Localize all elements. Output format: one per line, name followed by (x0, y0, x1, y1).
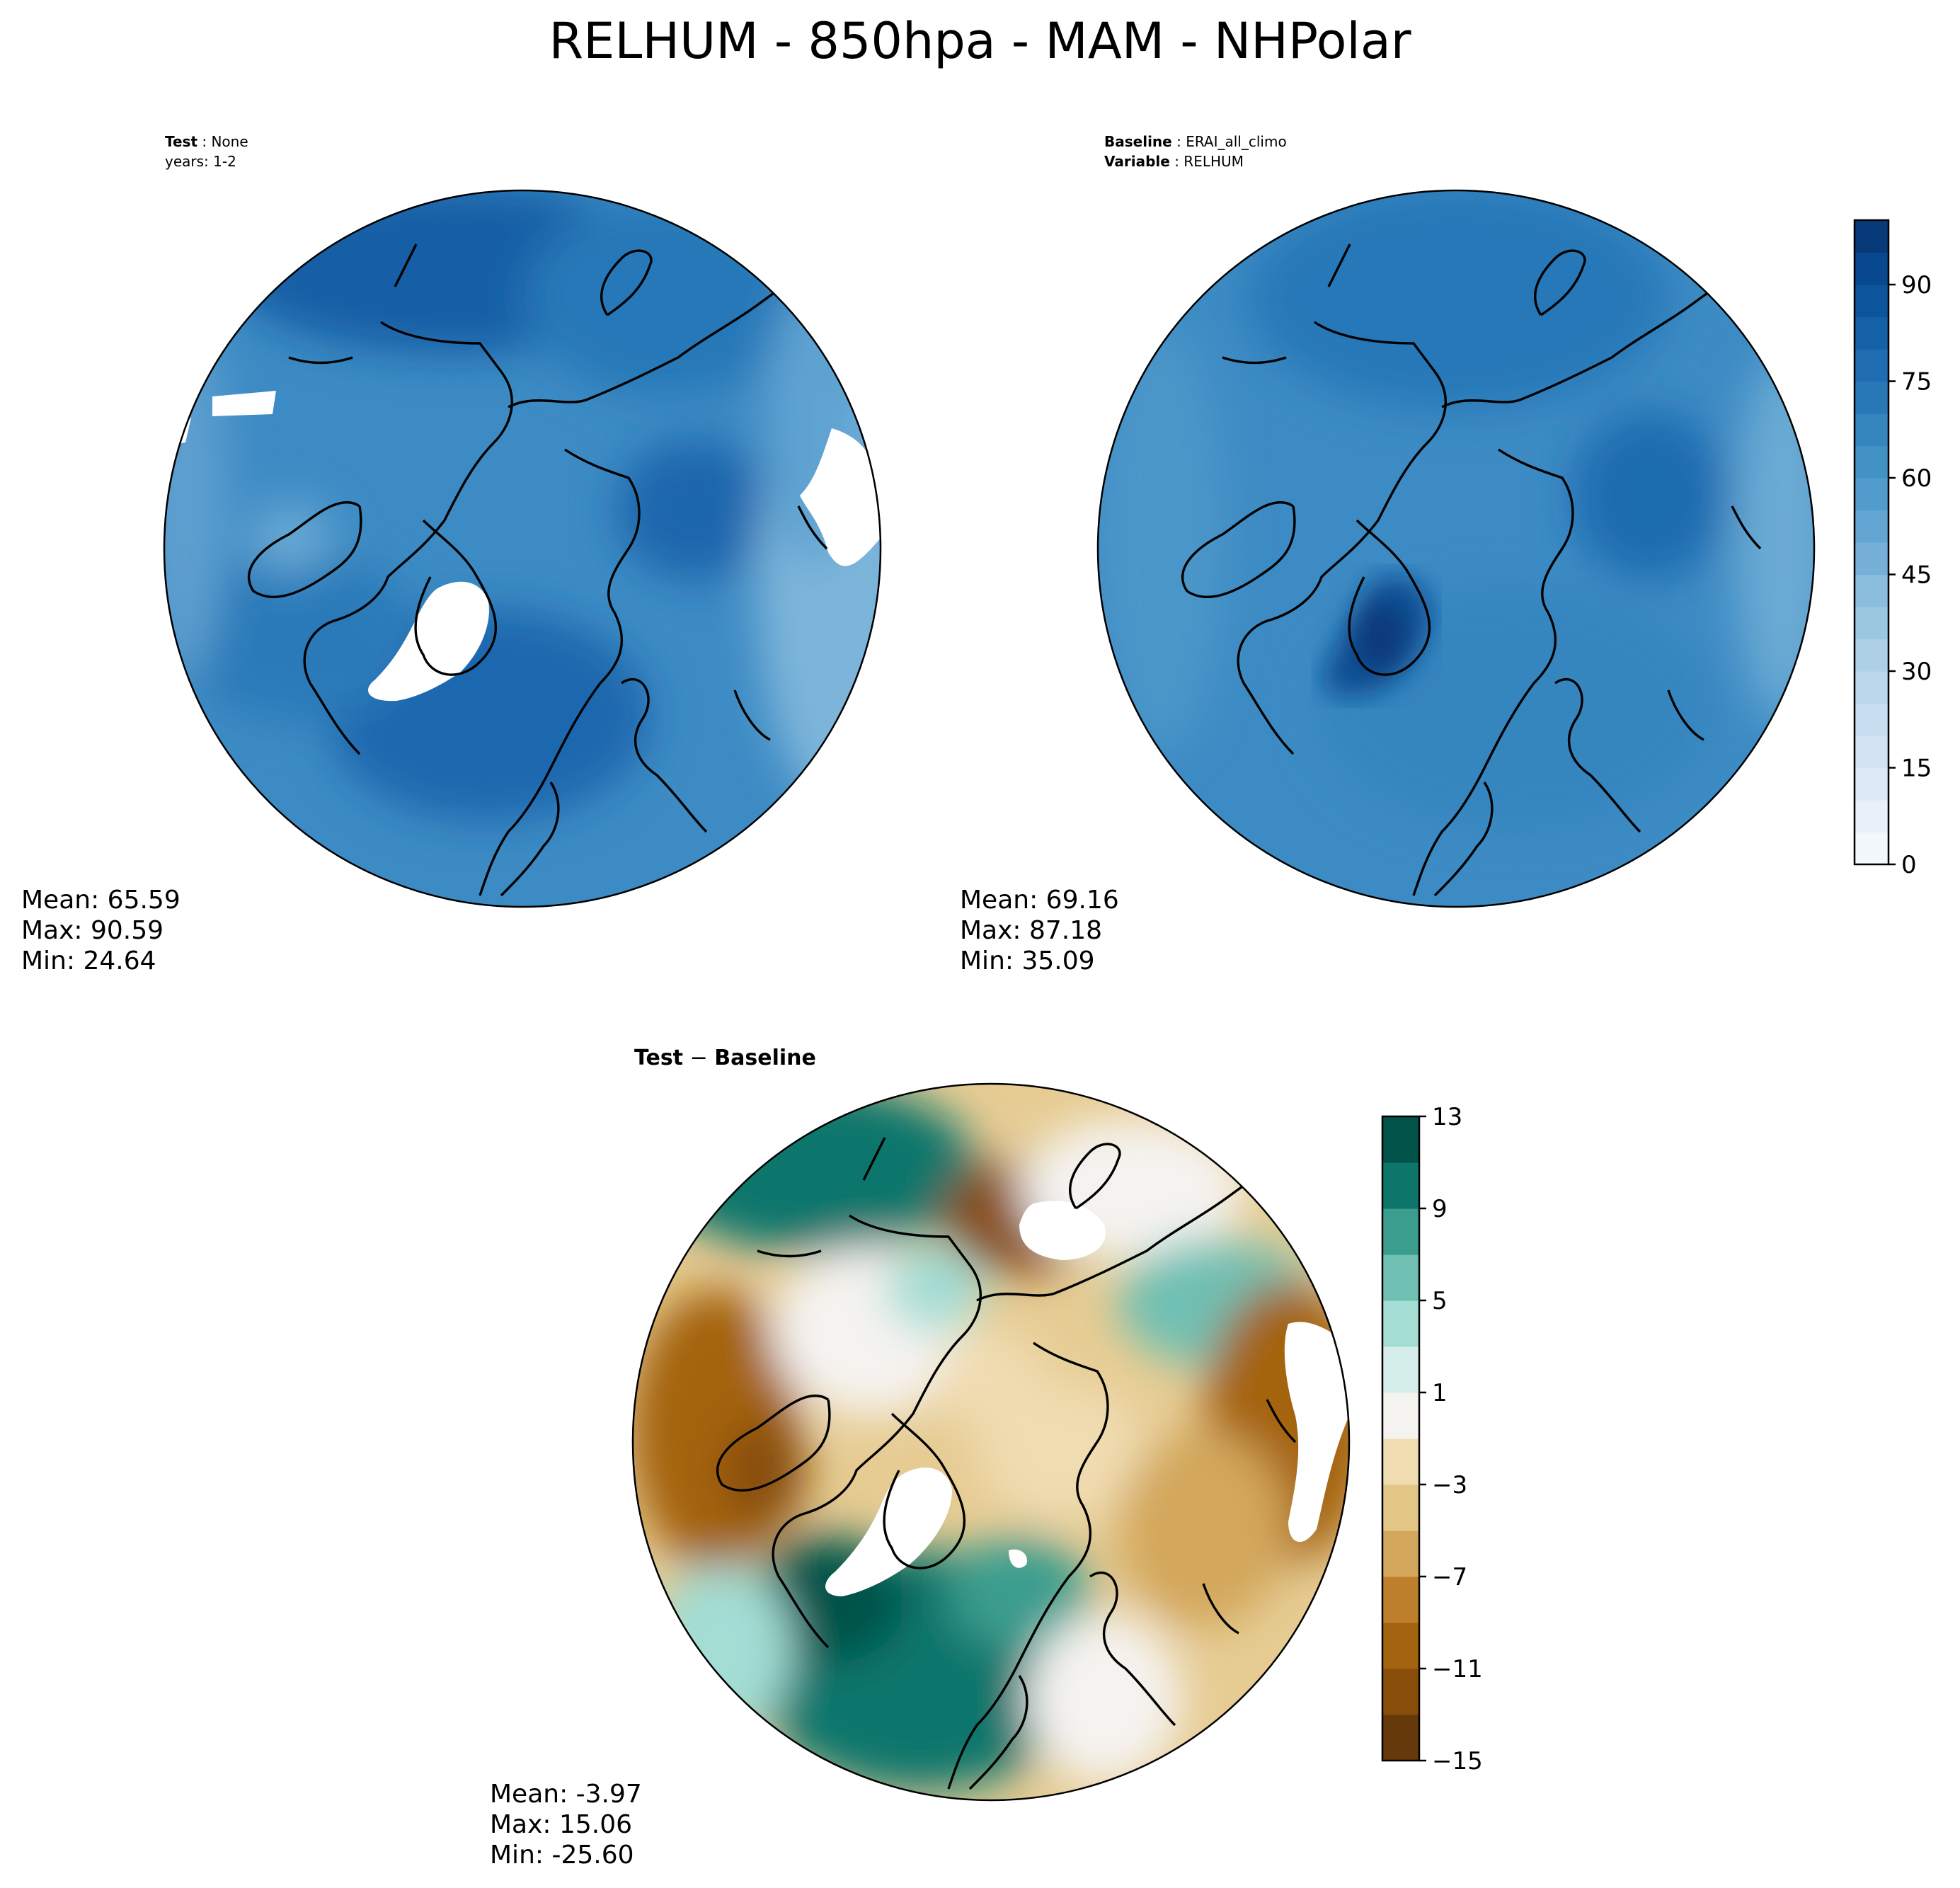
colorbar-segment (1855, 542, 1889, 576)
map-test-boundary (163, 189, 882, 908)
panel-baseline-variable: Variable : RELHUM (1104, 153, 1244, 170)
figure-title: RELHUM - 850hpa - MAM - NHPolar (549, 12, 1411, 70)
colorbar-segment (1855, 445, 1889, 479)
colorbar-segment (1382, 1531, 1419, 1577)
panel-test-min: Min: 24.64 (21, 946, 156, 976)
colorbar-tick-label: −7 (1432, 1563, 1467, 1591)
colorbar-segment (1855, 220, 1889, 253)
colorbar-segment (1382, 1392, 1419, 1439)
colorbar-segment (1855, 316, 1889, 350)
colorbar-frame (1853, 219, 1890, 866)
colorbar-tick-label: 75 (1901, 368, 1932, 396)
colorbar-tick-label: 45 (1901, 561, 1932, 590)
colorbar-segment (1855, 510, 1889, 543)
panel-difference: Test − Baseline (490, 1046, 1351, 1870)
colorbar-tick-label: 30 (1901, 658, 1932, 686)
colorbar-segment (1382, 1484, 1419, 1531)
map-difference-boundary (631, 1082, 1351, 1802)
colorbar-segment (1382, 1208, 1419, 1255)
colorbar-segment (1382, 1116, 1419, 1163)
colorbar-segment (1382, 1715, 1419, 1761)
colorbar-segment (1382, 1669, 1419, 1715)
colorbar-segment (1855, 767, 1889, 801)
map-test (164, 190, 881, 907)
colorbar-relhum: 0 15 30 45 60 75 90 (1853, 219, 1932, 879)
colorbar-tick-label: −3 (1432, 1471, 1467, 1499)
colorbar-tick-label: 15 (1901, 755, 1932, 783)
colorbar-tick-label: 13 (1432, 1103, 1462, 1131)
colorbar-segment (1855, 800, 1889, 833)
colorbar-segment (1382, 1438, 1419, 1485)
colorbar-tick-label: −11 (1432, 1655, 1483, 1683)
colorbar-difference: −15 −11 −7 −3 1 5 9 13 (1381, 1103, 1483, 1775)
panel-test-years: years: 1-2 (165, 153, 236, 170)
colorbar-segment (1382, 1577, 1419, 1623)
colorbar-segment (1855, 832, 1889, 865)
colorbar-segment (1855, 478, 1889, 511)
colorbar-tick-label: −15 (1432, 1747, 1483, 1775)
colorbar-segment (1855, 574, 1889, 607)
colorbar-segment (1382, 1162, 1419, 1209)
colorbar-tick-label: 5 (1432, 1287, 1448, 1315)
panel-test-mean: Mean: 65.59 (21, 886, 180, 915)
panel-baseline-mean: Mean: 69.16 (960, 886, 1119, 915)
map-difference (633, 1084, 1349, 1800)
colorbar-tick-label: 60 (1901, 464, 1932, 493)
colorbar-segment (1382, 1346, 1419, 1393)
colorbar-segment (1855, 413, 1889, 447)
colorbar-segment (1855, 703, 1889, 736)
panel-baseline-label: Baseline : ERAI_all_climo (1104, 133, 1287, 150)
colorbar-segment (1382, 1623, 1419, 1669)
map-baseline-boundary (1096, 189, 1816, 908)
panel-baseline-min: Min: 35.09 (960, 946, 1095, 976)
panel-baseline: Baseline : ERAI_all_climo Variable : REL… (960, 133, 1816, 976)
panel-baseline-max: Max: 87.18 (960, 916, 1102, 945)
colorbar-segment (1855, 639, 1889, 672)
colorbar-segment (1855, 252, 1889, 285)
colorbar-tick-label: 0 (1901, 851, 1917, 879)
panel-difference-min: Min: -25.60 (490, 1841, 634, 1870)
colorbar-tick-label: 1 (1432, 1379, 1448, 1407)
colorbar-segment (1855, 381, 1889, 414)
colorbar-segment (1855, 671, 1889, 704)
colorbar-tick-label: 9 (1432, 1195, 1448, 1223)
colorbar-segment (1855, 607, 1889, 640)
panel-difference-label: Test − Baseline (634, 1046, 816, 1070)
panel-difference-max: Max: 15.06 (490, 1810, 632, 1839)
colorbar-segment (1382, 1300, 1419, 1347)
colorbar-frame (1381, 1115, 1421, 1762)
colorbar-segment (1855, 349, 1889, 382)
colorbar-segment (1855, 736, 1889, 769)
panel-test-max: Max: 90.59 (21, 916, 164, 945)
colorbar-segment (1382, 1254, 1419, 1301)
panel-test: Test : None years: 1-2 Mean: 65.5 (21, 133, 882, 976)
panel-test-label: Test : None (165, 133, 248, 150)
colorbar-segment (1855, 285, 1889, 318)
colorbar-tick-label: 90 (1901, 271, 1932, 299)
panel-difference-mean: Mean: -3.97 (490, 1780, 642, 1809)
map-baseline (1098, 190, 1814, 907)
